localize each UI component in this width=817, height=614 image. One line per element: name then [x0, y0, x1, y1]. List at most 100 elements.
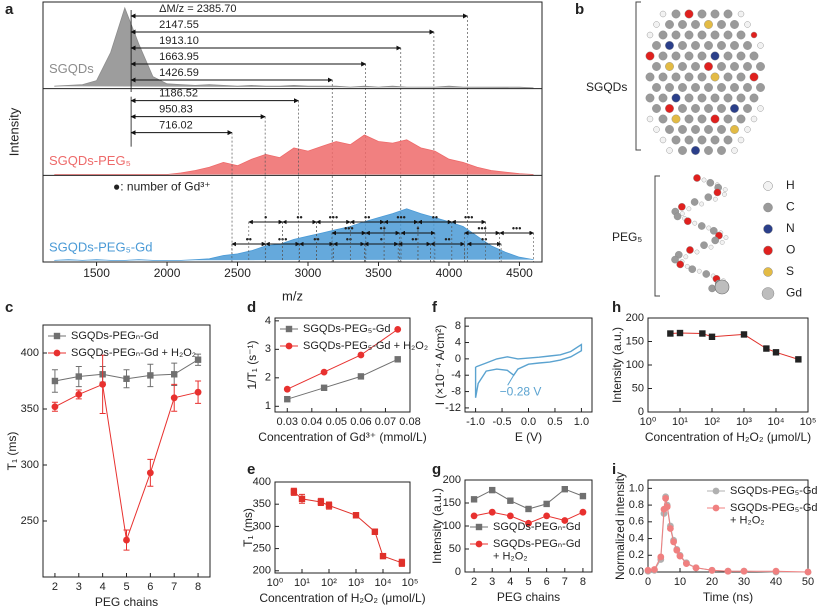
marker: [194, 356, 202, 363]
legend-label: O: [786, 243, 795, 257]
marker: [676, 552, 684, 560]
atom: [691, 104, 700, 113]
gd-count: •: [264, 212, 267, 222]
series-line: [287, 358, 398, 400]
text-line: SGQDs-PEGₙ-Gd: [493, 538, 581, 550]
atom: [678, 41, 687, 50]
marker: [543, 512, 551, 520]
atom: [730, 20, 739, 29]
x-tick-label: 4: [507, 576, 513, 588]
atom: [665, 41, 674, 50]
arrow-label: 1913.10: [159, 35, 199, 47]
panel-letter: b: [575, 1, 584, 18]
atom: [717, 125, 726, 134]
y-tick-label: -4: [451, 369, 461, 381]
gd-count: •••: [512, 223, 521, 233]
y-axis-label: T₁ (ms): [241, 508, 255, 547]
atom: [684, 263, 690, 269]
marker: [673, 546, 681, 554]
marker: [676, 329, 684, 337]
marker: [506, 512, 514, 520]
gd-count: ••: [432, 212, 438, 222]
y-tick-label: 4: [455, 336, 461, 348]
text-line: SGQDs-PEG₅-Gd: [730, 502, 817, 514]
x-axis-label: m/z: [282, 288, 303, 303]
atom: [684, 9, 694, 19]
atom-gd: [714, 279, 730, 295]
atom: [697, 114, 707, 124]
x-tick-label: 0.07: [375, 416, 396, 428]
gd-count: ••: [380, 223, 386, 233]
arrow-label: 716.02: [159, 120, 193, 132]
atom: [736, 51, 746, 61]
atom: [671, 135, 681, 145]
atom: [671, 114, 681, 124]
y-axis-label: 1/T₁ (s⁻¹): [245, 340, 259, 389]
atom: [711, 236, 720, 245]
marker: [662, 495, 669, 502]
atom: [678, 20, 687, 29]
atom: [730, 104, 739, 113]
x-tick-label: 5: [123, 581, 129, 593]
x-tick-label: 10¹: [672, 416, 688, 428]
atom: [665, 104, 674, 113]
y-tick-label: 3: [265, 343, 271, 355]
atom: [646, 115, 654, 123]
y-tick-label: 4: [265, 315, 271, 327]
atom: [684, 51, 694, 61]
marker: [724, 567, 732, 575]
annotation: ●: number of Gd³⁺: [113, 180, 211, 194]
x-tick-label: 2: [471, 576, 477, 588]
marker: [394, 325, 402, 333]
atom: [658, 72, 668, 82]
legend-marker: [285, 325, 293, 333]
atom: [743, 83, 752, 92]
atom: [704, 125, 713, 134]
atom: [736, 114, 746, 124]
atom: [684, 135, 694, 145]
annotation: −0.28 V: [500, 384, 542, 398]
atom: [694, 249, 700, 255]
y-tick-label: 0.8: [629, 499, 644, 511]
atom: [666, 147, 673, 154]
spectrum-area: [54, 134, 534, 175]
gd-count: •••: [477, 223, 486, 233]
y-axis-label: T₁ (ms): [5, 432, 19, 471]
legend-label: SGQDs-PEG₅-Gd + H₂O₂: [303, 340, 428, 352]
marker: [357, 351, 365, 359]
panel-letter: i: [612, 461, 616, 478]
series-line: [287, 328, 398, 390]
atom: [692, 220, 698, 226]
y-tick-label: 100: [626, 359, 644, 371]
atom: [658, 114, 668, 124]
atom: [678, 146, 687, 155]
x-axis-label: PEG chains: [95, 595, 158, 609]
y-tick-label: 200: [253, 565, 271, 577]
y-tick-label: -12: [445, 402, 461, 414]
y-tick-label: 250: [21, 515, 39, 527]
atom: [757, 105, 764, 112]
marker: [171, 371, 178, 378]
series-line: [474, 343, 583, 398]
atom: [652, 41, 661, 50]
x-tick-label: 10⁰: [640, 416, 657, 428]
gd-count: ••: [444, 234, 450, 244]
marker: [667, 330, 674, 337]
atom: [665, 20, 674, 29]
marker: [795, 356, 802, 363]
arrow-label: 1186.52: [159, 88, 198, 100]
atom: [676, 260, 685, 269]
legend-label: N: [786, 221, 795, 235]
marker: [123, 536, 130, 544]
series-label: SGQDs-PEG₅-Gd: [49, 239, 152, 254]
atom: [744, 126, 751, 133]
atom: [683, 254, 689, 260]
legend-atom: [763, 224, 773, 234]
atom: [686, 246, 694, 254]
legend-atom: [763, 181, 773, 191]
y-tick-label: 0.2: [629, 549, 644, 561]
atom: [688, 265, 697, 274]
arrow-label: 950.83: [159, 104, 193, 116]
x-tick-label: 10³: [736, 416, 752, 428]
atom: [671, 93, 681, 103]
